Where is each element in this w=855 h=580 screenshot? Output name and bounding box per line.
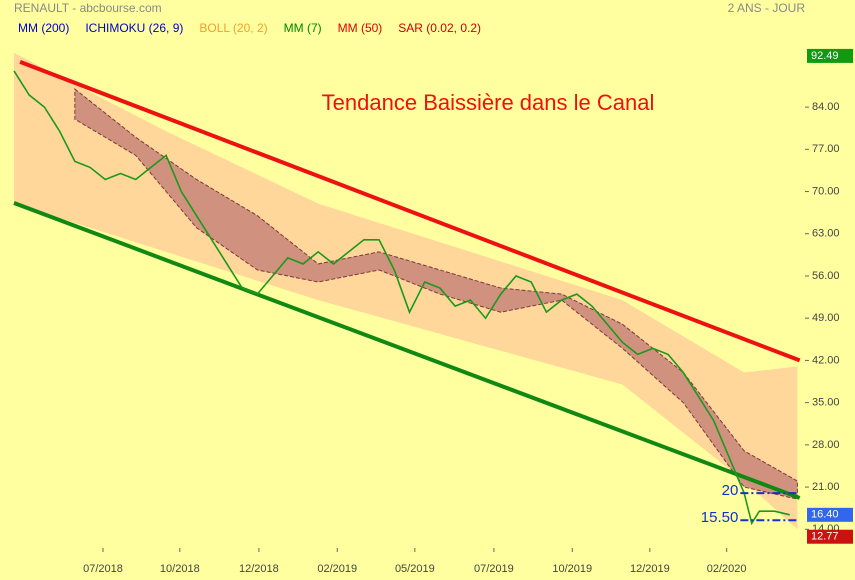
y-tick-label: 42.00	[812, 354, 840, 366]
y-tick-label: 56.00	[812, 270, 840, 282]
price-tag	[807, 529, 853, 544]
x-tick-label: 10/2019	[552, 563, 592, 575]
x-tick-label: 10/2018	[160, 563, 200, 575]
x-tick-label: 07/2018	[83, 563, 123, 575]
y-tick-label: 35.00	[812, 397, 840, 409]
price-tag	[807, 507, 853, 522]
price-tag	[807, 48, 853, 63]
y-tick-label: 49.00	[812, 312, 840, 324]
legend-item: MM (7)	[284, 21, 322, 35]
x-tick-label: 12/2018	[239, 563, 279, 575]
channel-line	[13, 201, 801, 500]
x-tick-label: 07/2019	[474, 563, 514, 575]
level-label: 15.50	[701, 509, 739, 526]
x-tick-label: 12/2019	[630, 563, 670, 575]
header-left: RENAULT - abcbourse.com	[14, 1, 162, 15]
price-line	[13, 70, 790, 526]
y-tick-label: 84.00	[812, 101, 840, 113]
annotation: Tendance Baissière dans le Canal	[322, 90, 655, 115]
legend-item: BOLL (20, 2)	[199, 21, 267, 35]
x-tick-label: 02/2019	[317, 563, 357, 575]
y-tick-label: 77.00	[812, 143, 840, 155]
legend-item: MM (50)	[338, 21, 383, 35]
price-tag-label: 92.49	[811, 50, 839, 62]
y-tick-label: 70.00	[812, 185, 840, 197]
level-label: 20	[722, 482, 739, 499]
x-tick-label: 02/2020	[707, 563, 747, 575]
bollinger-band	[14, 52, 798, 530]
channel-line	[19, 60, 801, 363]
y-tick-label: 63.00	[812, 228, 840, 240]
price-tag-label: 12.77	[811, 531, 839, 543]
legend-item: ICHIMOKU (26, 9)	[85, 21, 183, 35]
header-right: 2 ANS - JOUR	[728, 1, 806, 15]
legend-item: SAR (0.02, 0.2)	[398, 21, 481, 35]
price-tag-label: 16.40	[811, 509, 839, 521]
legend-item: MM (200)	[18, 21, 69, 35]
y-tick-label: 28.00	[812, 439, 840, 451]
x-tick-label: 05/2019	[395, 563, 435, 575]
y-tick-label: 21.00	[812, 481, 840, 493]
